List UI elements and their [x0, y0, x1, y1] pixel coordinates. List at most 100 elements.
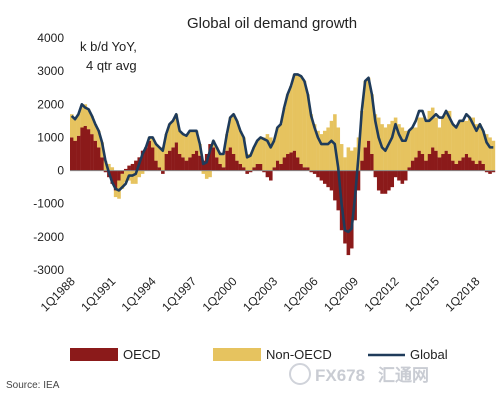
- oecd-bar: [363, 147, 368, 171]
- x-tick-label: 1Q2000: [200, 274, 240, 314]
- oecd-bar: [191, 154, 196, 171]
- non-oecd-bar: [83, 104, 88, 126]
- non-oecd-bar: [387, 124, 391, 171]
- non-oecd-bar: [420, 117, 425, 154]
- x-tick-label: 1Q1997: [159, 274, 199, 314]
- oecd-bar: [208, 144, 212, 171]
- non-oecd-bar: [120, 173, 125, 189]
- y-tick-label: 2000: [37, 97, 64, 111]
- oecd-bar: [390, 170, 395, 188]
- non-oecd-bar: [248, 154, 253, 171]
- oecd-bar: [319, 170, 324, 181]
- oecd-bar: [282, 157, 287, 171]
- non-oecd-bar: [309, 114, 314, 171]
- y-tick-label: 4000: [37, 31, 64, 45]
- y-tick-label: 3000: [37, 64, 64, 78]
- oecd-bar: [211, 147, 216, 171]
- non-oecd-bar: [174, 114, 179, 143]
- non-oecd-bar: [427, 110, 432, 154]
- oecd-bar: [83, 125, 88, 171]
- non-oecd-bar: [289, 86, 293, 153]
- non-oecd-bar: [491, 140, 496, 171]
- oecd-bar: [130, 163, 135, 171]
- oecd-bar: [275, 160, 280, 171]
- non-oecd-bar: [292, 74, 297, 151]
- non-oecd-bar: [96, 130, 101, 148]
- oecd-bar: [238, 163, 243, 171]
- non-oecd-bar: [218, 154, 222, 164]
- oecd-bar: [245, 170, 249, 174]
- non-oecd-bar: [167, 124, 172, 151]
- oecd-bar: [474, 163, 479, 171]
- non-oecd-bar: [488, 137, 492, 171]
- non-oecd-bar: [258, 137, 263, 164]
- x-tick-label: 1Q2012: [362, 274, 402, 314]
- oecd-bar: [215, 157, 219, 171]
- y-tick-label: -1000: [33, 197, 64, 211]
- oecd-bar: [285, 154, 290, 171]
- non-oecd-bar: [70, 114, 74, 138]
- y-tick-label: -3000: [33, 263, 64, 277]
- oecd-bar: [471, 160, 475, 171]
- non-oecd-bar: [441, 117, 445, 154]
- non-oecd-bar: [238, 130, 243, 164]
- non-oecd-bar: [110, 167, 115, 171]
- non-oecd-bar: [329, 120, 334, 171]
- non-oecd-bar: [461, 120, 465, 158]
- legend-swatch-non-oecd: [213, 348, 261, 361]
- x-tick-label: 1Q2015: [402, 274, 442, 314]
- oecd-bar: [150, 147, 155, 171]
- non-oecd-bar: [262, 137, 266, 171]
- non-oecd-bar: [235, 120, 239, 161]
- global-line: [70, 73, 494, 234]
- non-oecd-bar: [430, 107, 435, 148]
- y-axis-label-line2: 4 qtr avg: [86, 58, 137, 73]
- oecd-bar: [444, 150, 448, 171]
- non-oecd-bar: [414, 127, 418, 158]
- non-oecd-bar: [255, 140, 260, 164]
- non-oecd-bar: [282, 107, 287, 158]
- oecd-bar: [242, 167, 246, 171]
- oecd-bar: [400, 170, 405, 184]
- non-oecd-bar: [363, 81, 368, 148]
- oecd-bar: [123, 168, 128, 171]
- legend-swatch-oecd: [70, 348, 118, 361]
- oecd-bar: [113, 170, 118, 191]
- non-oecd-bar: [400, 127, 405, 171]
- non-oecd-bar: [299, 76, 303, 164]
- oecd-bar: [464, 154, 469, 171]
- non-oecd-bar: [252, 147, 256, 168]
- oecd-bar: [410, 160, 415, 171]
- non-oecd-bar: [86, 109, 91, 130]
- non-oecd-bar: [295, 74, 300, 158]
- non-oecd-bar: [215, 147, 219, 158]
- non-oecd-bar: [231, 114, 236, 154]
- oecd-bar: [262, 170, 266, 173]
- non-oecd-bar: [171, 120, 175, 148]
- oecd-bar: [86, 129, 91, 171]
- non-oecd-bar: [181, 134, 185, 158]
- non-oecd-bar: [93, 124, 98, 141]
- x-tick-label: 1Q2003: [240, 274, 280, 314]
- non-oecd-bar: [221, 154, 226, 168]
- x-tick-label: 1Q1988: [38, 274, 78, 314]
- oecd-bar: [322, 170, 327, 184]
- non-oecd-bar: [410, 127, 415, 161]
- non-oecd-bar: [370, 94, 374, 154]
- watermark: FX678 汇通网: [289, 363, 429, 385]
- non-oecd-bar: [468, 117, 472, 158]
- non-oecd-bar: [339, 144, 344, 171]
- oecd-bar: [80, 127, 84, 171]
- non-oecd-bar: [306, 94, 310, 168]
- non-oecd-bar: [484, 134, 489, 171]
- oecd-bar: [258, 163, 263, 171]
- non-oecd-bar: [319, 134, 324, 171]
- oecd-bar: [383, 170, 388, 194]
- non-oecd-bar: [434, 117, 438, 151]
- oecd-bar: [434, 150, 438, 171]
- oecd-bar: [356, 170, 361, 191]
- non-oecd-bar: [316, 130, 320, 171]
- x-axis-ticks: 1Q1988 1Q1991 1Q1994 1Q1997 1Q2000 1Q2003 1Q20…: [38, 274, 483, 314]
- non-oecd-bar: [403, 130, 408, 171]
